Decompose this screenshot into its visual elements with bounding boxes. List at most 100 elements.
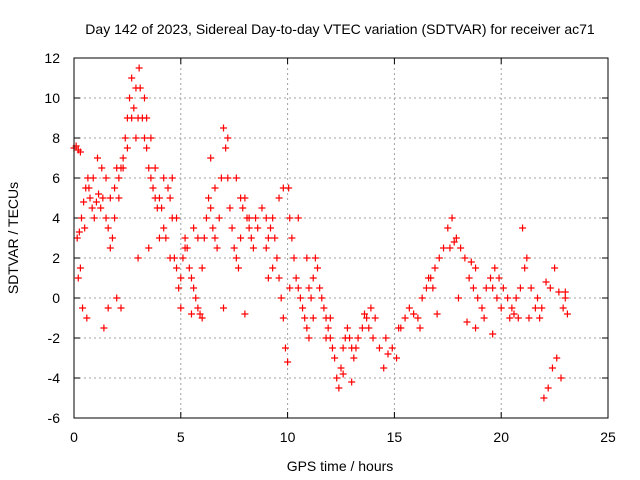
- data-point: [143, 114, 151, 122]
- data-point: [482, 284, 490, 292]
- y-tick-label: 10: [44, 90, 60, 106]
- data-point: [168, 174, 176, 182]
- data-point: [286, 284, 294, 292]
- data-point: [546, 284, 554, 292]
- data-point: [222, 144, 230, 152]
- y-tick-label: -6: [48, 410, 61, 426]
- data-point: [192, 294, 200, 302]
- data-point: [211, 184, 219, 192]
- data-point: [164, 184, 172, 192]
- data-point: [76, 264, 84, 272]
- data-point: [211, 234, 219, 242]
- data-point: [454, 294, 462, 302]
- data-point: [354, 334, 362, 342]
- data-point: [467, 258, 475, 266]
- data-point: [245, 224, 253, 232]
- data-point: [196, 310, 204, 318]
- x-tick-label: 15: [387, 429, 403, 445]
- data-point: [367, 304, 375, 312]
- data-point: [292, 274, 300, 282]
- data-point: [98, 164, 106, 172]
- data-point: [446, 244, 454, 252]
- data-point: [187, 310, 195, 318]
- x-tick-label: 10: [280, 429, 296, 445]
- data-point: [322, 334, 330, 342]
- data-point: [143, 144, 151, 152]
- data-point: [489, 284, 497, 292]
- data-point: [527, 284, 535, 292]
- data-point: [335, 384, 343, 392]
- data-point: [241, 310, 249, 318]
- data-point: [352, 344, 360, 352]
- data-point: [536, 314, 544, 322]
- data-point: [111, 214, 119, 222]
- data-point: [190, 224, 198, 232]
- data-point: [343, 324, 351, 332]
- data-point: [320, 304, 328, 312]
- data-point: [86, 194, 94, 202]
- data-point: [217, 174, 225, 182]
- data-point: [534, 294, 542, 302]
- data-point: [348, 378, 356, 386]
- data-point: [365, 324, 373, 332]
- data-point: [363, 314, 371, 322]
- data-point: [474, 294, 482, 302]
- data-point: [185, 264, 193, 272]
- data-point: [346, 334, 354, 342]
- data-point: [553, 354, 561, 362]
- data-point: [311, 254, 319, 262]
- data-point: [145, 164, 153, 172]
- data-point: [102, 174, 110, 182]
- data-point: [200, 234, 208, 242]
- data-point: [331, 354, 339, 362]
- data-point: [132, 84, 140, 92]
- data-point: [177, 274, 185, 282]
- data-point: [97, 204, 105, 212]
- data-point: [499, 284, 507, 292]
- data-point: [521, 264, 529, 272]
- data-point: [416, 324, 424, 332]
- data-point: [166, 194, 174, 202]
- data-point: [314, 264, 322, 272]
- data-point: [275, 194, 283, 202]
- data-point: [76, 148, 84, 156]
- data-point: [95, 190, 103, 198]
- data-point: [508, 304, 516, 312]
- data-point: [149, 184, 157, 192]
- data-point: [269, 264, 277, 272]
- data-point: [207, 204, 215, 212]
- data-point: [510, 310, 518, 318]
- data-point: [85, 184, 93, 192]
- data-point: [328, 344, 336, 352]
- data-point: [299, 304, 307, 312]
- data-point: [472, 264, 480, 272]
- data-point: [557, 374, 565, 382]
- data-point: [281, 344, 289, 352]
- data-point: [220, 124, 228, 132]
- data-point: [326, 314, 334, 322]
- data-point: [440, 244, 448, 252]
- data-point: [559, 304, 567, 312]
- data-point: [145, 244, 153, 252]
- data-point: [523, 254, 531, 262]
- data-point: [548, 364, 556, 372]
- data-point: [337, 364, 345, 372]
- data-point: [262, 214, 270, 222]
- data-point: [288, 234, 296, 242]
- data-point: [309, 314, 317, 322]
- data-point: [99, 194, 107, 202]
- y-tick-label: 6: [52, 170, 60, 186]
- data-point: [262, 244, 270, 252]
- data-point: [119, 164, 127, 172]
- data-point: [88, 204, 96, 212]
- data-point: [100, 324, 108, 332]
- data-point: [318, 294, 326, 302]
- y-tick-label: 12: [44, 50, 60, 66]
- data-point: [79, 304, 87, 312]
- data-points: [70, 64, 571, 402]
- data-point: [230, 244, 238, 252]
- data-point: [198, 314, 206, 322]
- data-point: [202, 214, 210, 222]
- data-point: [194, 304, 202, 312]
- data-point: [173, 214, 181, 222]
